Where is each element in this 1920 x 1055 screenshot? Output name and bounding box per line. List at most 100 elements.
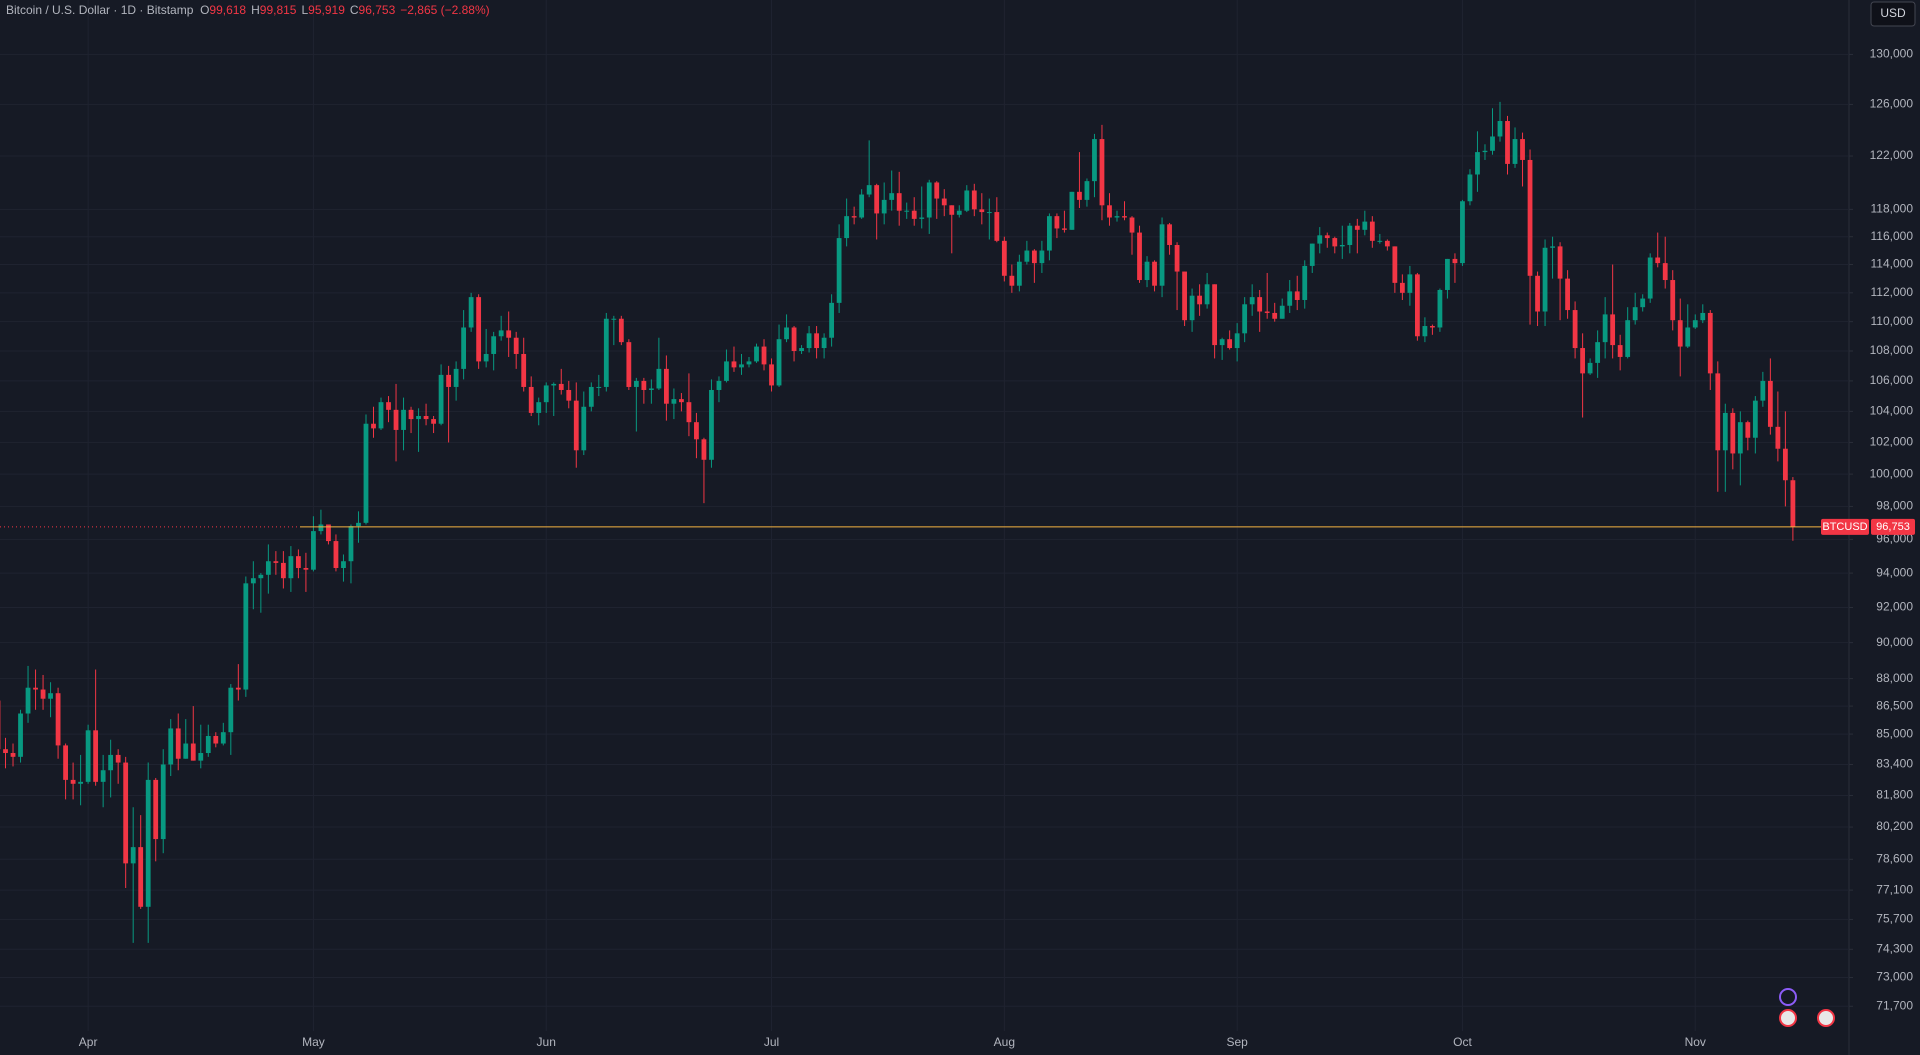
candle-body xyxy=(1670,280,1676,321)
y-tick-label: 83,400 xyxy=(1876,757,1913,771)
candle-body xyxy=(476,297,482,362)
candle-body xyxy=(1572,310,1578,349)
candle-body xyxy=(829,302,835,338)
candle-body xyxy=(491,336,497,354)
candle-body xyxy=(1227,339,1233,349)
candle-body xyxy=(461,327,467,369)
candle-body xyxy=(558,383,564,390)
candle-body xyxy=(1114,216,1120,218)
candle-body xyxy=(551,383,557,386)
candle-body xyxy=(363,423,369,523)
y-tick-label: 114,000 xyxy=(1871,257,1914,271)
field-key: L xyxy=(301,3,309,17)
candle-body xyxy=(33,687,38,690)
candle-body xyxy=(1001,240,1007,276)
candle-body xyxy=(205,735,211,754)
y-tick-label: 74,300 xyxy=(1876,941,1913,955)
y-tick-label: 80,200 xyxy=(1876,819,1913,833)
candle-body xyxy=(1707,312,1713,374)
y-tick-label: 102,000 xyxy=(1870,435,1914,449)
candle-body xyxy=(776,339,782,386)
candle-body xyxy=(1009,275,1015,286)
candle-body xyxy=(1219,339,1225,346)
y-tick-label: 92,000 xyxy=(1876,600,1913,614)
candle-body xyxy=(1159,224,1165,286)
y-tick-label: 73,000 xyxy=(1876,970,1913,984)
candle-body xyxy=(851,216,857,218)
candle-body xyxy=(1520,139,1525,160)
candle-body xyxy=(986,212,992,214)
candle-body xyxy=(446,374,451,387)
candle-body xyxy=(1279,305,1285,319)
candle-body xyxy=(904,210,910,212)
candle-body xyxy=(1475,152,1480,175)
candle-body xyxy=(190,743,196,761)
candle-body xyxy=(273,561,279,563)
candle-body xyxy=(48,693,53,699)
candle-body xyxy=(716,380,722,390)
candle-body xyxy=(919,217,925,219)
event-icon[interactable] xyxy=(1779,988,1797,1006)
candle-body xyxy=(1722,412,1728,451)
candle-body xyxy=(1715,373,1721,451)
candle-body xyxy=(1730,412,1736,454)
candle-body xyxy=(296,556,301,568)
axes: 130,000 126,000 122,000 118,000 116,000 114,0… xyxy=(79,47,1915,1049)
y-tick-label: 104,000 xyxy=(1870,404,1914,418)
candle-body xyxy=(1505,121,1510,164)
candle-body xyxy=(663,368,669,404)
event-icon[interactable] xyxy=(1779,1009,1797,1027)
candle-body xyxy=(1399,282,1405,293)
candle-body xyxy=(153,779,159,840)
candle-body xyxy=(1317,235,1323,244)
candle-body xyxy=(453,368,459,387)
currency-box[interactable] xyxy=(1870,1,1916,27)
candle-body xyxy=(318,524,324,532)
candle-body xyxy=(303,567,309,570)
candle-body xyxy=(1490,136,1495,151)
candle-body xyxy=(1384,240,1390,247)
candle-body xyxy=(1204,284,1210,305)
candle-body xyxy=(866,185,872,195)
candle-body xyxy=(78,781,84,784)
candle-body xyxy=(1047,216,1052,251)
candle-body xyxy=(949,205,955,215)
candle-body xyxy=(769,364,774,386)
candle-body xyxy=(889,193,895,200)
candle-body xyxy=(1752,400,1758,438)
candle-body xyxy=(1512,139,1518,164)
candle-body xyxy=(528,386,534,413)
candle-body xyxy=(1174,244,1180,272)
candle-body xyxy=(311,531,316,570)
candle-body xyxy=(784,327,789,340)
x-tick-label: Jul xyxy=(764,1035,779,1049)
candle-body xyxy=(1137,232,1142,281)
candle-body xyxy=(739,364,744,368)
candle-body xyxy=(1692,320,1698,328)
candle-body xyxy=(979,209,985,213)
candle-body xyxy=(326,524,331,542)
candle-body xyxy=(100,770,106,782)
event-icon[interactable] xyxy=(1817,1009,1835,1027)
candle-body xyxy=(633,380,639,387)
candle-body xyxy=(431,419,436,424)
y-tick-label: 98,000 xyxy=(1876,499,1913,513)
candle-body xyxy=(235,687,241,690)
candle-body xyxy=(1430,326,1435,328)
candle-body xyxy=(401,409,406,430)
candle-body xyxy=(1107,205,1112,218)
candle-body xyxy=(371,423,376,429)
candle-body xyxy=(724,361,729,381)
candle-body xyxy=(731,361,737,368)
candle-body xyxy=(1685,327,1691,347)
candle-body xyxy=(1287,291,1293,306)
candle-body xyxy=(641,380,647,390)
candle-body xyxy=(1302,265,1308,300)
y-tick-label: 96,000 xyxy=(1876,532,1913,546)
y-tick-label: 75,700 xyxy=(1876,912,1913,926)
candle-body xyxy=(70,779,76,784)
candle-body xyxy=(1084,181,1090,200)
candle-body xyxy=(1362,221,1368,230)
candle-body xyxy=(679,399,684,403)
